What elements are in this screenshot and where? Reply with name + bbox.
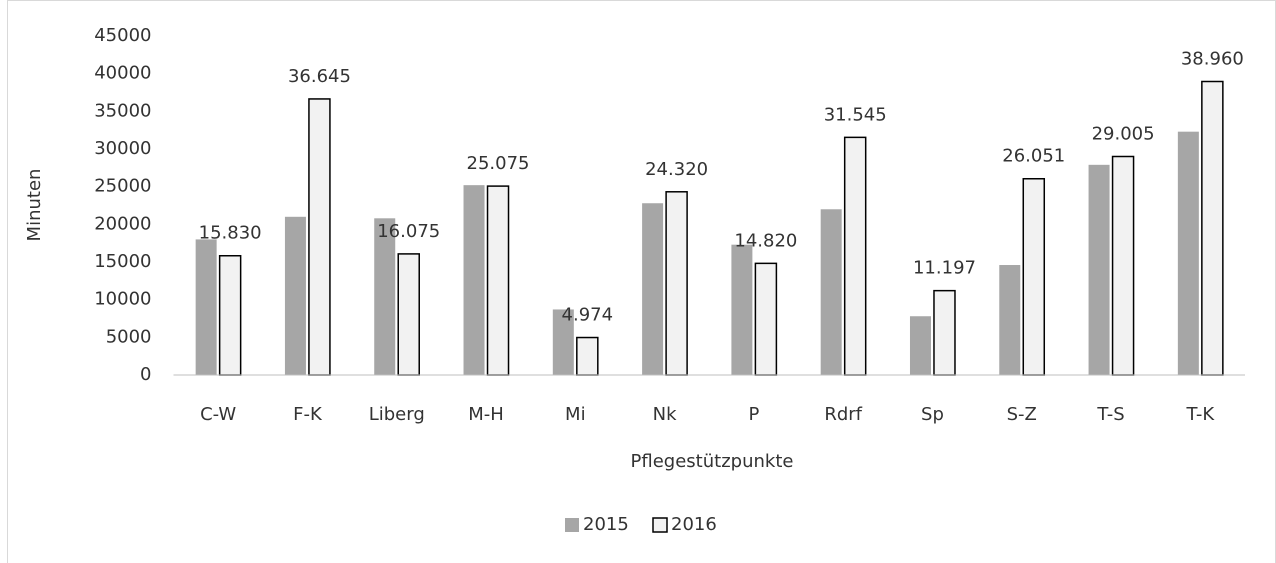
bar	[1177, 131, 1199, 375]
y-tick-label: 15000	[94, 251, 151, 272]
data-label: 16.075	[377, 221, 440, 242]
y-tick-label: 25000	[94, 176, 151, 197]
x-tick-label: T-K	[1186, 404, 1216, 425]
bar	[552, 309, 574, 375]
bar	[374, 218, 396, 375]
data-label: 15.830	[199, 223, 262, 244]
y-tick-label: 10000	[94, 289, 151, 310]
x-tick-label: M-H	[468, 404, 504, 425]
bar	[933, 289, 956, 376]
bar	[308, 98, 331, 376]
y-tick-label: 30000	[94, 138, 151, 159]
data-label: 31.545	[824, 104, 887, 125]
data-label: 36.645	[288, 66, 351, 87]
y-tick-label: 40000	[94, 63, 151, 84]
y-tick-label: 5000	[106, 326, 152, 347]
x-tick-label: P	[748, 404, 759, 425]
data-label: 25.075	[467, 153, 530, 174]
legend-label: 2016	[671, 514, 717, 535]
legend-swatch	[652, 517, 668, 533]
data-label: 29.005	[1092, 123, 1155, 144]
legend-label: 2015	[583, 514, 629, 535]
bar	[218, 254, 242, 376]
bar	[665, 191, 688, 376]
x-tick-label: S-Z	[1007, 404, 1037, 425]
data-label: 38.960	[1181, 49, 1244, 70]
y-tick-label: 45000	[94, 25, 151, 46]
bar	[1201, 80, 1224, 376]
data-label: 11.197	[913, 258, 976, 279]
data-label: 24.320	[645, 159, 708, 180]
bar	[999, 265, 1021, 375]
data-label: 26.051	[1002, 146, 1065, 167]
legend-swatch	[565, 518, 579, 532]
x-tick-label: Rdrf	[824, 404, 862, 425]
bar	[820, 209, 842, 375]
x-tick-label: Liberg	[369, 404, 425, 425]
bar	[1111, 155, 1135, 376]
bar	[754, 262, 778, 376]
y-tick-label: 35000	[94, 100, 151, 121]
bar	[843, 136, 867, 376]
x-tick-label: Mi	[565, 404, 586, 425]
x-tick-label: Sp	[921, 404, 944, 425]
bar	[463, 185, 485, 375]
data-label: 4.974	[562, 305, 614, 326]
bar	[642, 203, 664, 375]
bar	[909, 316, 931, 375]
y-tick-label: 20000	[94, 213, 151, 234]
x-tick-label: Nk	[653, 404, 677, 425]
bar	[731, 244, 753, 375]
bar	[576, 336, 599, 376]
bar	[397, 253, 420, 376]
data-label: 14.820	[734, 230, 797, 251]
bar	[1022, 177, 1046, 376]
x-tick-label: T-S	[1096, 404, 1124, 425]
x-axis-title: Pflegestützpunkte	[631, 451, 794, 472]
bar	[195, 239, 217, 375]
x-tick-label: C-W	[200, 404, 236, 425]
y-tick-label: 0	[140, 364, 151, 385]
x-tick-label: F-K	[293, 404, 323, 425]
bar	[486, 185, 510, 376]
bar	[1088, 164, 1110, 375]
bar	[284, 216, 306, 375]
y-axis-title: Minuten	[24, 169, 45, 242]
